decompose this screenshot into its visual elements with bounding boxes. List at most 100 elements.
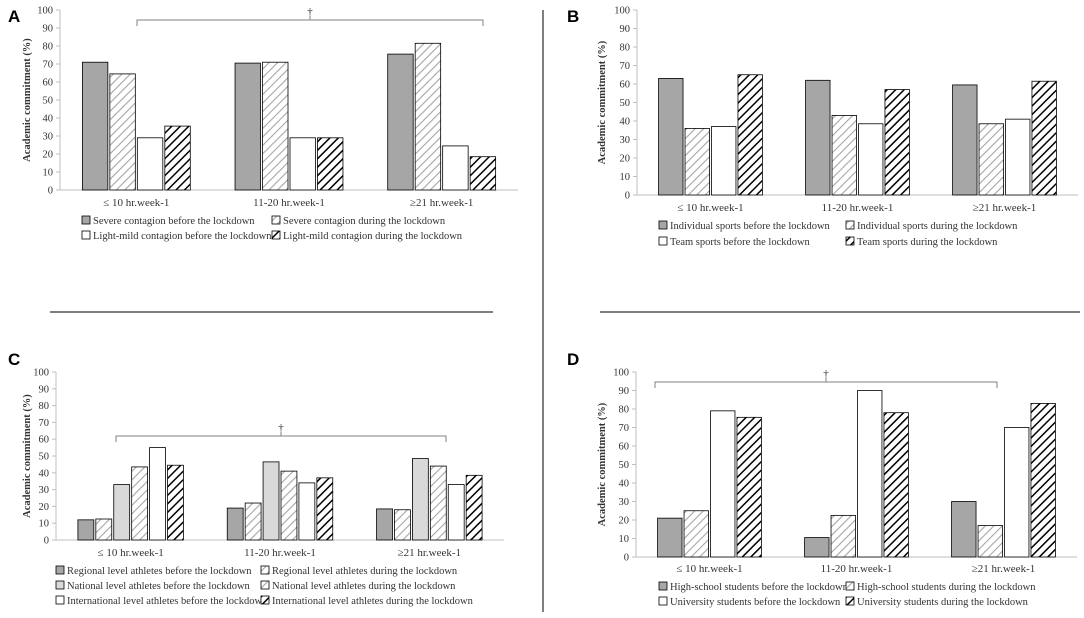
bar	[442, 145, 469, 191]
bar	[289, 137, 316, 191]
bar	[683, 510, 709, 558]
category-label: ≤ 10 hr.week-1	[98, 547, 164, 559]
bar	[858, 123, 884, 196]
bar	[1030, 403, 1056, 558]
panel-b: B 0 10 20 30 40 50 60 70 80 90 100 Academic commitme…	[567, 6, 1078, 248]
legend-label: High-school students during the lockdown	[857, 582, 1036, 593]
bar	[831, 115, 857, 196]
bar	[711, 126, 737, 196]
legend-swatch	[845, 220, 855, 230]
y-axis-label: Academic commitment (%)	[597, 40, 608, 164]
bar	[978, 123, 1004, 196]
y-tick-label: 70	[43, 60, 54, 71]
category-label: ≥21 hr.week-1	[398, 547, 461, 559]
y-tick-label: 0	[48, 186, 53, 197]
bar	[149, 447, 166, 541]
y-tick-label: 60	[39, 435, 50, 446]
legend-label: Severe contagion before the lockdown	[93, 216, 255, 227]
bar	[1005, 118, 1031, 196]
bar	[469, 156, 497, 191]
y-tick-label: 60	[43, 78, 54, 89]
y-tick-label: 40	[39, 468, 50, 479]
bar	[136, 137, 164, 191]
bar	[244, 502, 262, 541]
category-label: 11-20 hr.week-1	[822, 202, 894, 214]
bar	[736, 416, 762, 558]
bar	[81, 61, 109, 191]
significance-bracket	[115, 432, 447, 442]
y-tick-label: 0	[625, 191, 630, 202]
y-tick-label: 50	[43, 96, 54, 107]
bar	[109, 73, 136, 191]
bar	[710, 410, 736, 558]
bar	[376, 508, 393, 541]
legend-label: Individual sports before the lockdown	[670, 221, 831, 232]
y-tick-label: 80	[39, 401, 50, 412]
legend-swatch	[81, 230, 91, 240]
panel-d: D 0 10 20 30 40 50 60 70 80 90 100 Academic commitme…	[567, 350, 1077, 608]
y-tick-label: 10	[619, 534, 630, 545]
y-tick-label: 70	[39, 418, 50, 429]
bar	[684, 127, 710, 196]
bar	[164, 125, 191, 191]
y-tick-label: 40	[619, 479, 630, 490]
bar	[131, 466, 148, 541]
panel-letter: C	[8, 350, 20, 369]
legend-swatch	[658, 236, 668, 246]
legend-swatch	[81, 215, 91, 225]
legend-label: International level athletes during the …	[272, 596, 474, 607]
legend-label: University students before the lockdown	[670, 597, 841, 608]
bar	[658, 78, 684, 196]
y-tick-label: 100	[614, 6, 630, 17]
panel-c: C 0 10 20 30 40 50 60 70 80 90 100 Academic commitme…	[8, 350, 504, 607]
bar	[412, 458, 429, 541]
category-label: 11-20 hr.week-1	[244, 547, 316, 559]
bar	[805, 79, 831, 196]
significance-bracket	[136, 16, 484, 26]
panel-a: A 0 10 20 30 40 50 60 70 80 90 100 Academic commitme…	[8, 6, 518, 242]
bar	[280, 470, 298, 541]
y-tick-label: 30	[43, 132, 54, 143]
y-tick-label: 70	[620, 61, 631, 72]
bar	[465, 474, 483, 541]
bar	[830, 514, 856, 558]
bar	[262, 61, 289, 191]
y-tick-label: 50	[39, 452, 50, 463]
y-tick-label: 20	[619, 516, 630, 527]
legend-label: National level athletes before the lockd…	[67, 581, 251, 592]
category-label: 11-20 hr.week-1	[253, 197, 325, 209]
y-tick-label: 10	[620, 172, 631, 183]
bar	[95, 518, 113, 541]
significance-marker: †	[278, 422, 284, 434]
legend-swatch	[55, 580, 65, 590]
bar	[234, 62, 261, 191]
y-tick-label: 60	[620, 80, 631, 91]
legend-label: Team sports during the lockdown	[857, 237, 998, 248]
y-tick-label: 90	[620, 24, 631, 35]
bar	[387, 53, 414, 191]
y-tick-label: 70	[619, 423, 630, 434]
legend-swatch	[55, 565, 65, 575]
category-label: ≤ 10 hr.week-1	[676, 563, 742, 575]
bar	[737, 74, 763, 196]
y-tick-label: 10	[39, 519, 50, 530]
y-tick-label: 90	[619, 386, 630, 397]
panel-letter: B	[567, 7, 579, 26]
y-tick-label: 0	[624, 553, 629, 564]
legend-label: Light-mild contagion before the lockdown	[93, 231, 272, 242]
category-label: 11-20 hr.week-1	[821, 563, 893, 575]
y-tick-label: 20	[39, 502, 50, 513]
bar	[857, 390, 883, 558]
bar	[883, 412, 909, 558]
legend-label: High-school students before the lockdown	[670, 582, 849, 593]
legend-label: International level athletes before the …	[67, 596, 268, 607]
y-tick-label: 80	[43, 42, 54, 53]
significance-marker: †	[307, 6, 313, 18]
legend-label: University students during the lockdown	[857, 597, 1029, 608]
significance-bracket	[654, 378, 998, 388]
y-tick-label: 90	[43, 24, 54, 35]
bar	[167, 464, 184, 541]
legend-swatch	[271, 215, 281, 225]
bar	[977, 525, 1003, 558]
